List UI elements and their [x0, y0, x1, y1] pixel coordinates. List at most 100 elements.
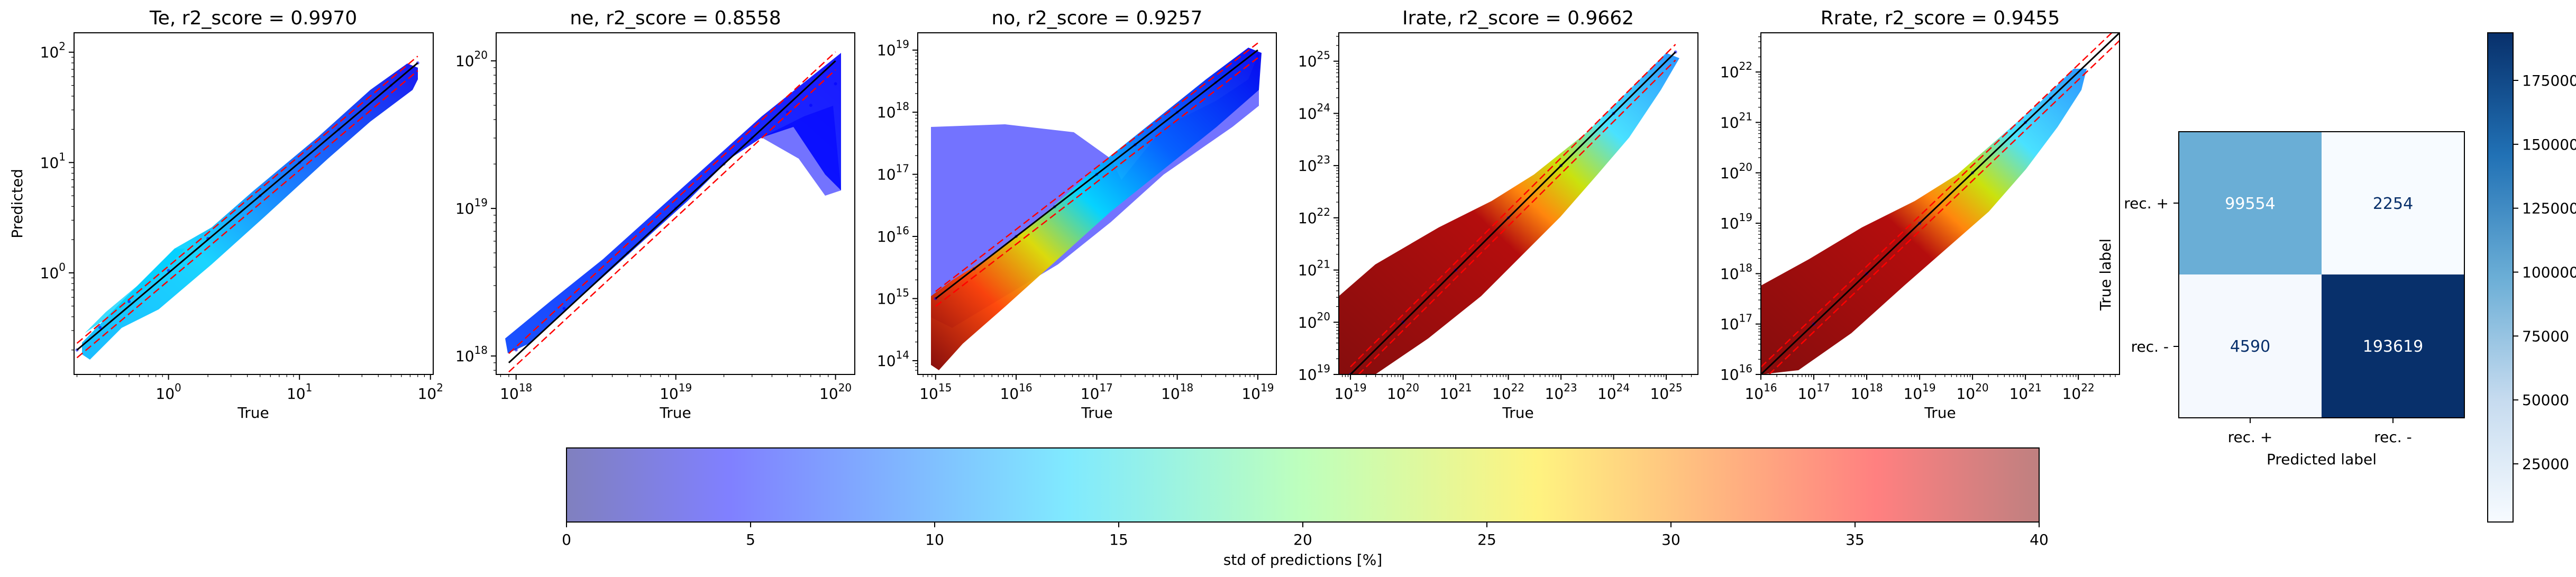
data-point: [98, 326, 102, 329]
x-tick-label: 101: [287, 381, 312, 402]
identity-line: [1761, 33, 2120, 374]
y-tick-label: 1020: [1720, 161, 1752, 182]
y-tick-label: 1021: [1298, 258, 1330, 279]
error-bound-line: [1768, 40, 2120, 374]
y-tick-label: 1023: [1298, 153, 1330, 175]
y-tick-label: 1021: [1720, 110, 1752, 131]
colorbar-tick-label: 10: [925, 531, 944, 548]
error-bound-line: [508, 69, 836, 373]
y-tick-label: 102: [40, 40, 66, 61]
colorbar-fill: [2488, 33, 2513, 522]
x-tick-label: 1018: [1851, 381, 1883, 402]
x-tick-label: 1021: [1440, 381, 1472, 402]
y-tick-label: 1025: [1298, 49, 1330, 70]
identity-line: [1350, 51, 1676, 374]
x-tick-label: 1022: [2062, 381, 2095, 402]
y-tick-label: 1022: [1720, 60, 1752, 81]
y-tick-label: 1019: [877, 38, 909, 59]
scatter-cloud: [1761, 69, 2087, 374]
scatter-cloud: [505, 53, 841, 353]
y-tick-label: 1015: [877, 287, 909, 308]
cm-cell: [2322, 274, 2464, 418]
x-tick-label: 1018: [500, 381, 532, 402]
cm-value: 4590: [2230, 337, 2270, 356]
error-bound-line: [76, 70, 418, 359]
y-tick-label: 1014: [877, 349, 909, 370]
panel-title: Rrate, r2_score = 0.9455: [1821, 7, 2060, 29]
y-tick-label: 1019: [1720, 211, 1752, 232]
error-bound-line: [1761, 33, 2113, 368]
identity-line: [76, 62, 418, 351]
scatter-cloud-fan: [762, 106, 841, 196]
error-bound-line: [508, 51, 836, 354]
data-point: [834, 82, 837, 86]
x-tick-label: 102: [418, 381, 443, 402]
x-axis-label: True: [1081, 404, 1112, 422]
axes-frame: [1338, 32, 1698, 375]
x-tick-label: 1019: [1335, 381, 1367, 402]
x-tick-label: 1023: [1545, 381, 1577, 402]
y-tick-label: 1018: [1720, 261, 1752, 282]
error-bound-line: [935, 57, 1258, 307]
colorbar-tick-label: 25000: [2522, 455, 2569, 473]
x-tick-label: 1018: [1161, 381, 1193, 402]
y-tick-label: 100: [40, 261, 66, 282]
colorbar-tick-label: 35: [1846, 531, 1865, 548]
cm-value: 99554: [2225, 195, 2275, 213]
data-point: [562, 307, 566, 310]
std-colorbar: 0 5 10 15 20 25 30 35 40 std of predictions [%]: [562, 447, 2049, 569]
error-bound-line: [76, 56, 418, 344]
data-point: [1256, 54, 1259, 58]
x-tick-label: 1024: [1597, 381, 1630, 402]
identity-line: [935, 49, 1258, 299]
y-tick-label: 1024: [1298, 101, 1330, 122]
panel-rrate: Rrate, r2_score = 0.9455 1016 1017 1018 101…: [1720, 7, 2120, 422]
data-point: [514, 348, 518, 352]
y-tick-label: 1019: [1298, 362, 1330, 383]
y-tick-label: 1019: [455, 196, 488, 217]
x-tick-label: rec. +: [2228, 428, 2273, 446]
colorbar-tick-label: 15: [1109, 531, 1128, 548]
x-axis-label: Predicted label: [2267, 451, 2377, 468]
error-bound-line: [935, 42, 1258, 292]
x-axis-label: True: [237, 404, 269, 422]
data-point: [127, 300, 131, 304]
confusion-matrix: 99554 2254 4590 193619 rec. + rec. - rec…: [2097, 131, 2465, 468]
x-tick-label: 1020: [819, 381, 852, 402]
x-tick-label: 1016: [1000, 381, 1033, 402]
y-tick-label: 1022: [1298, 206, 1330, 227]
scatter-cloud: [931, 48, 1262, 370]
panel-te: Te, r2_score = 0.9970 100 101 102 100 101 102…: [8, 7, 443, 422]
x-tick-label: 1015: [919, 381, 952, 402]
panel-irate: Irate, r2_score = 0.9662 1019 1020 1021 102…: [1298, 7, 1698, 422]
panel-title: Te, r2_score = 0.9970: [149, 7, 357, 29]
y-axis-label: Predicted: [8, 169, 26, 238]
error-bound-line: [1350, 44, 1676, 368]
cm-cell: [2179, 274, 2322, 418]
identity-line: [508, 60, 836, 364]
x-tick-label: 1016: [1744, 381, 1777, 402]
y-tick-label: rec. +: [2124, 195, 2169, 212]
y-tick-label: 1018: [877, 100, 909, 121]
y-tick-label: 1016: [1720, 362, 1752, 383]
y-tick-label: 1020: [1298, 310, 1330, 331]
x-tick-label: 100: [156, 381, 181, 402]
y-tick-label: 1018: [455, 344, 488, 365]
panel-ne: ne, r2_score = 0.8558 1018 1019 1020 1018 10…: [455, 7, 855, 422]
y-axis-label: True label: [2097, 239, 2114, 311]
colorbar-tick-label: 30: [1661, 531, 1680, 548]
x-axis-label: True: [1924, 404, 1956, 422]
x-tick-label: 1019: [1904, 381, 1936, 402]
cm-value: 2254: [2373, 195, 2413, 213]
axes-frame: [2178, 131, 2465, 418]
x-axis-label: True: [659, 404, 691, 422]
panel-title: no, r2_score = 0.9257: [991, 7, 1202, 29]
y-tick-label: 101: [40, 150, 66, 171]
colorbar-tick-label: 20: [1293, 531, 1312, 548]
colorbar-fill: [567, 448, 2039, 522]
y-tick-label: 1016: [877, 224, 909, 245]
axes-frame: [2487, 32, 2514, 523]
colorbar-tick-label: 150000: [2522, 136, 2576, 153]
x-tick-label: 1020: [1957, 381, 1989, 402]
